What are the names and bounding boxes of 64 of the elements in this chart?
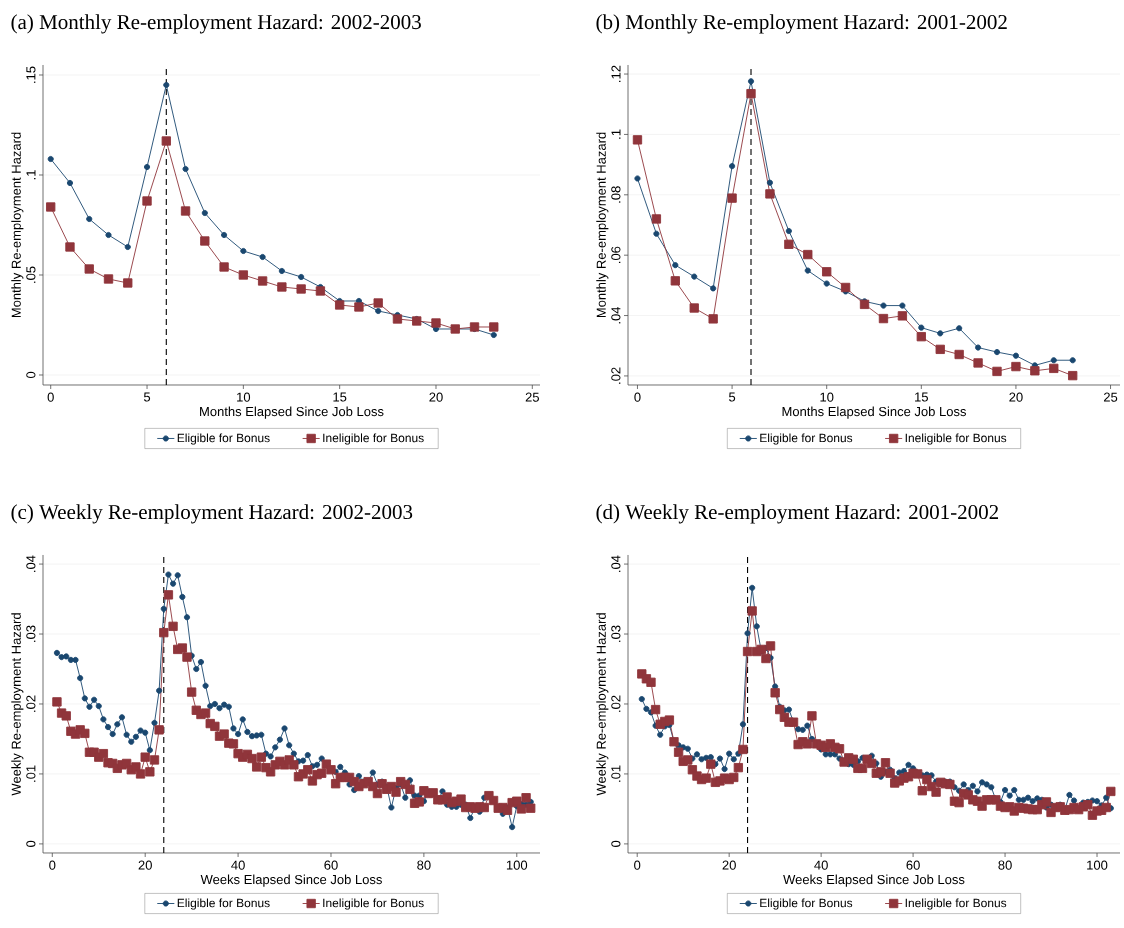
x-tick-label: 60: [324, 860, 338, 870]
x-tick-label: 0: [634, 392, 641, 402]
x-tick-label: 100: [1087, 860, 1108, 870]
x-tick-label: 40: [814, 860, 828, 870]
y-tick-label: .1: [611, 129, 621, 139]
x-tick-label: 80: [417, 860, 431, 870]
y-axis-title: Weekly Re-employment Hazard: [596, 613, 609, 796]
legend-label: Eligible for Bonus: [177, 433, 270, 445]
legend-label: Ineligible for Bonus: [323, 433, 424, 445]
x-tick-label: 10: [237, 392, 251, 402]
chart-title: (c) Weekly Re-employment Hazard: 2002-2003: [11, 504, 413, 524]
legend-label: Ineligible for Bonus: [323, 898, 424, 910]
x-tick-label: 0: [49, 860, 56, 870]
y-tick-label: .02: [611, 367, 621, 384]
legend-label: Ineligible for Bonus: [905, 433, 1007, 445]
y-tick-label: .12: [611, 65, 621, 82]
y-tick-label: .01: [611, 765, 621, 782]
x-axis-title: Weeks Elapsed Since Job Loss: [200, 874, 382, 887]
x-tick-label: 25: [525, 392, 539, 402]
x-tick-label: 15: [915, 392, 928, 402]
y-tick-label: .02: [611, 695, 621, 712]
x-tick-label: 40: [231, 860, 245, 870]
x-tick-label: 80: [998, 860, 1012, 870]
y-tick-label: .06: [611, 246, 621, 264]
x-axis-title: Months Elapsed Since Job Loss: [200, 406, 384, 419]
x-tick-label: 20: [429, 392, 443, 402]
x-tick-label: 0: [634, 860, 641, 870]
x-tick-label: 10: [820, 392, 834, 402]
y-tick-label: .01: [26, 765, 36, 782]
x-axis-title: Weeks Elapsed Since Job Loss: [783, 874, 965, 887]
y-tick-label: .03: [611, 625, 621, 642]
x-tick-label: 15: [333, 392, 347, 402]
y-axis-title: Weekly Re-employment Hazard: [11, 613, 24, 796]
y-tick-label: .15: [26, 66, 36, 83]
chart-title: (d) Weekly Re-employment Hazard: 2001-2002: [596, 504, 999, 524]
y-axis-title: Monthly Re-employment Hazard: [11, 132, 24, 318]
chart-title: (b) Monthly Re-employment Hazard: 2001-2002: [596, 14, 1007, 34]
y-tick-label: .1: [26, 170, 36, 180]
x-tick-label: 20: [722, 860, 736, 870]
y-tick-label: .04: [611, 306, 621, 324]
chart-title: (a) Monthly Re-employment Hazard: 2002-2003: [11, 14, 421, 34]
legend-label: Eligible for Bonus: [177, 898, 270, 910]
x-tick-label: 0: [47, 392, 54, 402]
legend-label: Eligible for Bonus: [760, 433, 853, 445]
y-tick-label: .03: [26, 625, 36, 642]
y-tick-label: 0: [26, 371, 36, 379]
legend-label: Ineligible for Bonus: [905, 898, 1007, 910]
legend-label: Eligible for Bonus: [760, 898, 853, 910]
x-tick-label: 20: [138, 860, 152, 870]
x-tick-label: 25: [1103, 392, 1118, 402]
y-axis-title: Monthly Re-employment Hazard: [596, 132, 609, 318]
y-tick-label: .08: [611, 186, 621, 203]
x-tick-label: 5: [728, 392, 736, 402]
y-tick-label: .05: [26, 266, 36, 283]
x-tick-label: 5: [143, 392, 151, 402]
x-axis-title: Months Elapsed Since Job Loss: [782, 406, 967, 419]
y-tick-label: .04: [26, 555, 36, 572]
y-tick-label: .02: [26, 695, 36, 712]
x-tick-label: 20: [1009, 392, 1023, 402]
x-tick-label: 60: [906, 860, 920, 870]
y-tick-label: 0: [26, 840, 36, 847]
x-tick-label: 100: [506, 860, 528, 870]
y-tick-label: .04: [611, 555, 621, 572]
y-tick-label: 0: [611, 840, 621, 847]
